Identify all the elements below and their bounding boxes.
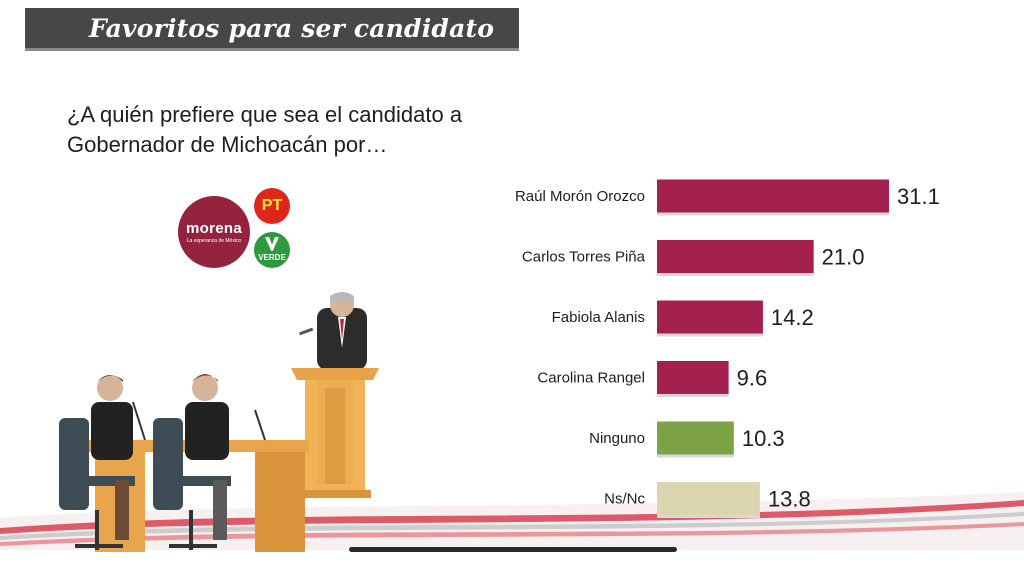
- podium-speaker-icon: [291, 292, 379, 498]
- header-title: Favoritos para ser candidato: [89, 13, 495, 43]
- bar-shadow-3: [657, 394, 729, 397]
- audience-person-icon: [59, 375, 135, 550]
- pt-logo-label: PT: [261, 197, 283, 214]
- pt-logo: PT: [254, 188, 290, 224]
- bar-3: [657, 361, 729, 394]
- bar-1: [657, 240, 814, 273]
- question-line-1: ¿A quién prefiere que sea el candidato a: [67, 102, 463, 127]
- morena-logo: morena La esperanza de México: [178, 196, 250, 268]
- value-label-3: 9.6: [737, 366, 768, 391]
- morena-logo-slogan: La esperanza de México: [186, 238, 242, 244]
- bar-5: [657, 482, 760, 515]
- bar-shadow-2: [657, 333, 763, 337]
- bar-shadow-0: [657, 212, 889, 216]
- value-label-5: 13.8: [768, 487, 811, 512]
- value-label-2: 14.2: [771, 305, 814, 330]
- scroll-indicator[interactable]: [349, 547, 677, 552]
- category-label-4: Ninguno: [589, 430, 645, 447]
- question-line-2: Gobernador de Michoacán por…: [67, 132, 388, 157]
- header-bar: Favoritos para ser candidato: [25, 8, 519, 51]
- category-label-0: Raúl Morón Orozco: [515, 188, 645, 205]
- category-label-5: Ns/Nc: [604, 491, 645, 508]
- category-label-3: Carolina Rangel: [537, 370, 645, 387]
- bar-0: [657, 179, 889, 213]
- bar-2: [657, 300, 763, 334]
- verde-logo: VERDE: [254, 232, 290, 268]
- question-text: ¿A quién prefiere que sea el candidato a…: [67, 100, 547, 160]
- bar-shadow-5: [657, 515, 760, 518]
- debate-illustration: [59, 292, 379, 552]
- verde-logo-label: VERDE: [258, 253, 286, 262]
- bar-shadow-1: [657, 273, 814, 276]
- category-label-2: Fabiola Alanis: [552, 309, 645, 326]
- audience-person-icon: [153, 374, 231, 550]
- value-label-4: 10.3: [742, 426, 785, 451]
- category-label-1: Carlos Torres Piña: [522, 249, 646, 266]
- morena-logo-name: morena: [186, 220, 242, 237]
- party-logos: morena La esperanza de México PT VERDE: [178, 186, 298, 276]
- value-label-1: 21.0: [822, 245, 865, 270]
- value-label-0: 31.1: [897, 184, 940, 209]
- bar-shadow-4: [657, 454, 734, 458]
- bar-4: [657, 421, 734, 455]
